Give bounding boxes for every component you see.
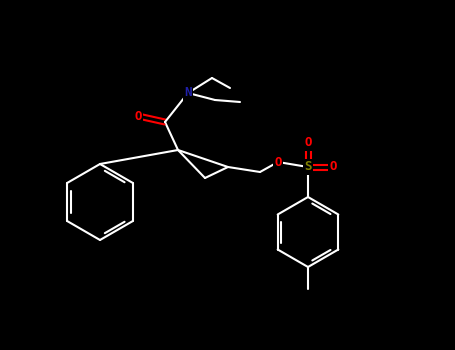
Text: O: O: [134, 110, 142, 122]
Text: S: S: [304, 161, 312, 174]
Text: O: O: [329, 161, 337, 174]
Text: O: O: [304, 136, 312, 149]
Text: N: N: [184, 86, 192, 99]
Text: O: O: [274, 155, 282, 168]
